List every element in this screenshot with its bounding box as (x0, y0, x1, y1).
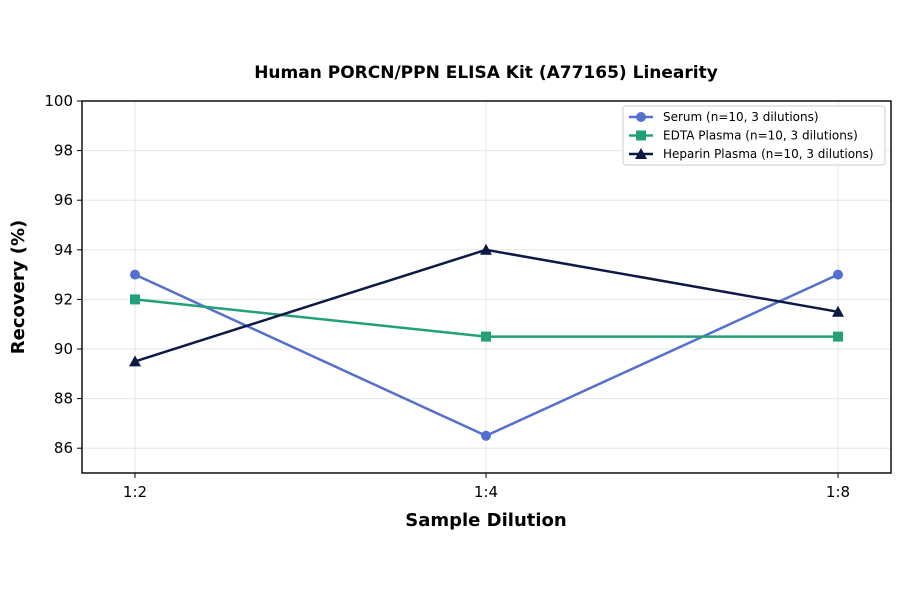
y-tick-label: 98 (54, 142, 73, 160)
legend-label: Heparin Plasma (n=10, 3 dilutions) (663, 147, 874, 161)
series-3 (129, 243, 844, 367)
y-tick-label: 86 (54, 439, 73, 457)
legend: Serum (n=10, 3 dilutions) EDTA Plasma (n=… (622, 105, 886, 166)
legend-swatch-marker (636, 112, 646, 122)
legend-swatch-marker (635, 148, 647, 159)
y-tick-label: 96 (54, 191, 73, 209)
legend-item: Heparin Plasma (n=10, 3 dilutions) (629, 147, 874, 161)
y-tick-label: 88 (54, 390, 73, 408)
y-tick-label: 100 (44, 92, 73, 110)
data-point (481, 331, 491, 342)
legend-box (622, 105, 886, 166)
data-point (833, 269, 843, 280)
x-tick-label: 1:2 (123, 483, 147, 501)
y-axis: 86 88 90 92 94 96 98 100 (44, 92, 82, 457)
legend-swatch-marker (636, 130, 646, 141)
data-point (480, 243, 492, 255)
data-point (833, 331, 843, 342)
chart-title: Human PORCN/PPN ELISA Kit (A77165) Linea… (254, 63, 718, 83)
series-2 (130, 294, 843, 342)
x-tick-label: 1:4 (474, 483, 498, 501)
y-tick-label: 94 (54, 241, 73, 259)
x-tick-label: 1:8 (826, 483, 850, 501)
data-point (481, 430, 491, 441)
legend-item: Serum (n=10, 3 dilutions) (629, 110, 819, 124)
series-layer (129, 243, 844, 441)
data-point (832, 305, 844, 317)
data-point (130, 294, 140, 305)
y-tick-label: 92 (54, 290, 73, 308)
series-1 (130, 269, 843, 441)
y-axis-label: Recovery (%) (8, 220, 29, 354)
legend-item: EDTA Plasma (n=10, 3 dilutions) (629, 129, 858, 143)
data-point (130, 269, 140, 280)
y-tick-label: 90 (54, 340, 73, 358)
x-axis: 1:2 1:4 1:8 (123, 473, 850, 501)
legend-label: Serum (n=10, 3 dilutions) (663, 110, 819, 124)
data-point (129, 355, 141, 367)
x-axis-label: Sample Dilution (405, 510, 566, 531)
legend-label: EDTA Plasma (n=10, 3 dilutions) (663, 129, 858, 143)
